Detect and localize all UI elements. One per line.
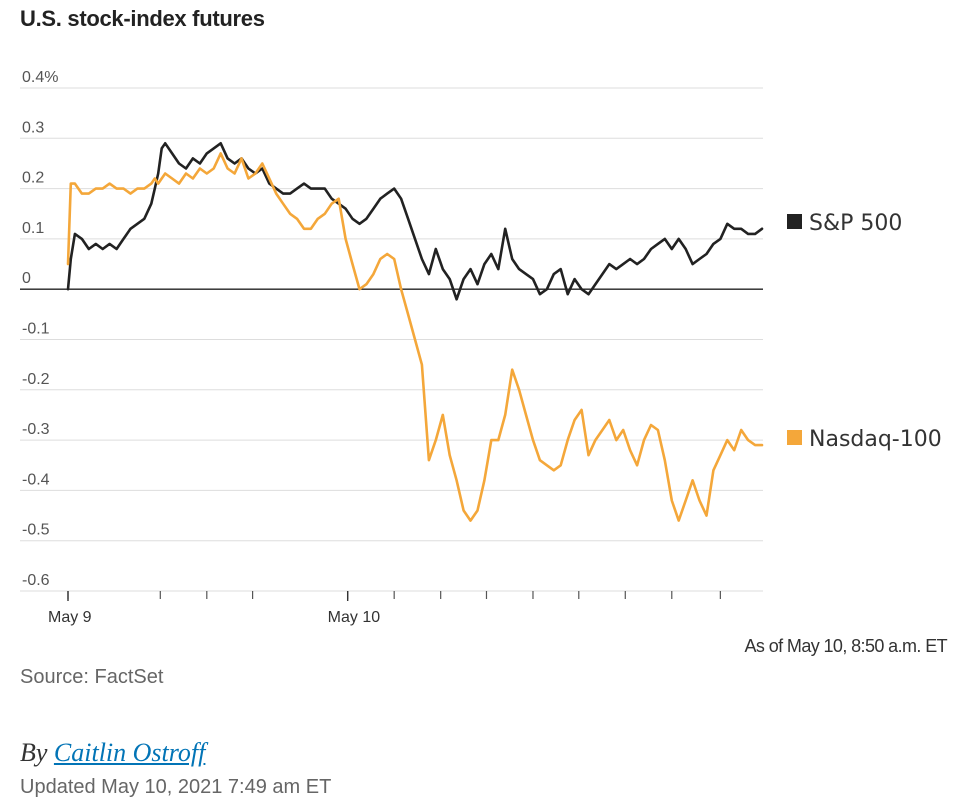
byline-prefix: By [20, 738, 48, 767]
y-tick-label: 0.2 [22, 170, 44, 187]
line-chart: 0.4% 0.3 0.2 0.1 0 -0.1 -0.2 -0.3 -0.4 -0.5 -0.6 M… [20, 69, 942, 626]
y-tick-label: 0.3 [22, 119, 44, 136]
gridlines [20, 87, 763, 592]
source-note: Source: FactSet [20, 666, 164, 688]
legend-swatch [787, 214, 802, 229]
chart-title: U.S. stock-index futures [20, 6, 265, 31]
y-tick-label: -0.4 [22, 471, 50, 488]
legend-swatch [787, 430, 802, 445]
y-tick-label: -0.3 [22, 421, 50, 438]
y-axis-ticks: 0.4% 0.3 0.2 0.1 0 -0.1 -0.2 -0.3 -0.4 -0.5 -0.6 [22, 69, 58, 589]
y-tick-label: -0.1 [22, 321, 50, 338]
series-lines [66, 142, 764, 522]
series-line-nasdaq100 [66, 152, 764, 522]
y-tick-label: -0.5 [22, 522, 50, 539]
x-axis-ticks: May 9 May 10 [48, 591, 721, 626]
author-link[interactable]: Caitlin Ostroff [53, 738, 206, 767]
updated-timestamp: Updated May 10, 2021 7:49 am ET [20, 776, 332, 798]
legend-label: S&P 500 [809, 211, 902, 236]
series-line-sp500 [66, 142, 764, 301]
x-tick-label: May 10 [328, 609, 381, 626]
legend: S&P 500 Nasdaq-100 [787, 211, 942, 452]
byline: By Caitlin Ostroff [20, 738, 205, 768]
y-tick-label: -0.6 [22, 572, 50, 589]
as-of-note: As of May 10, 8:50 a.m. ET [744, 636, 948, 656]
y-tick-label: -0.2 [22, 371, 50, 388]
legend-label: Nasdaq-100 [809, 427, 942, 452]
y-tick-label: 0.4% [22, 69, 58, 86]
y-tick-label: 0 [22, 270, 31, 287]
y-tick-label: 0.1 [22, 220, 44, 237]
x-tick-label: May 9 [48, 609, 92, 626]
